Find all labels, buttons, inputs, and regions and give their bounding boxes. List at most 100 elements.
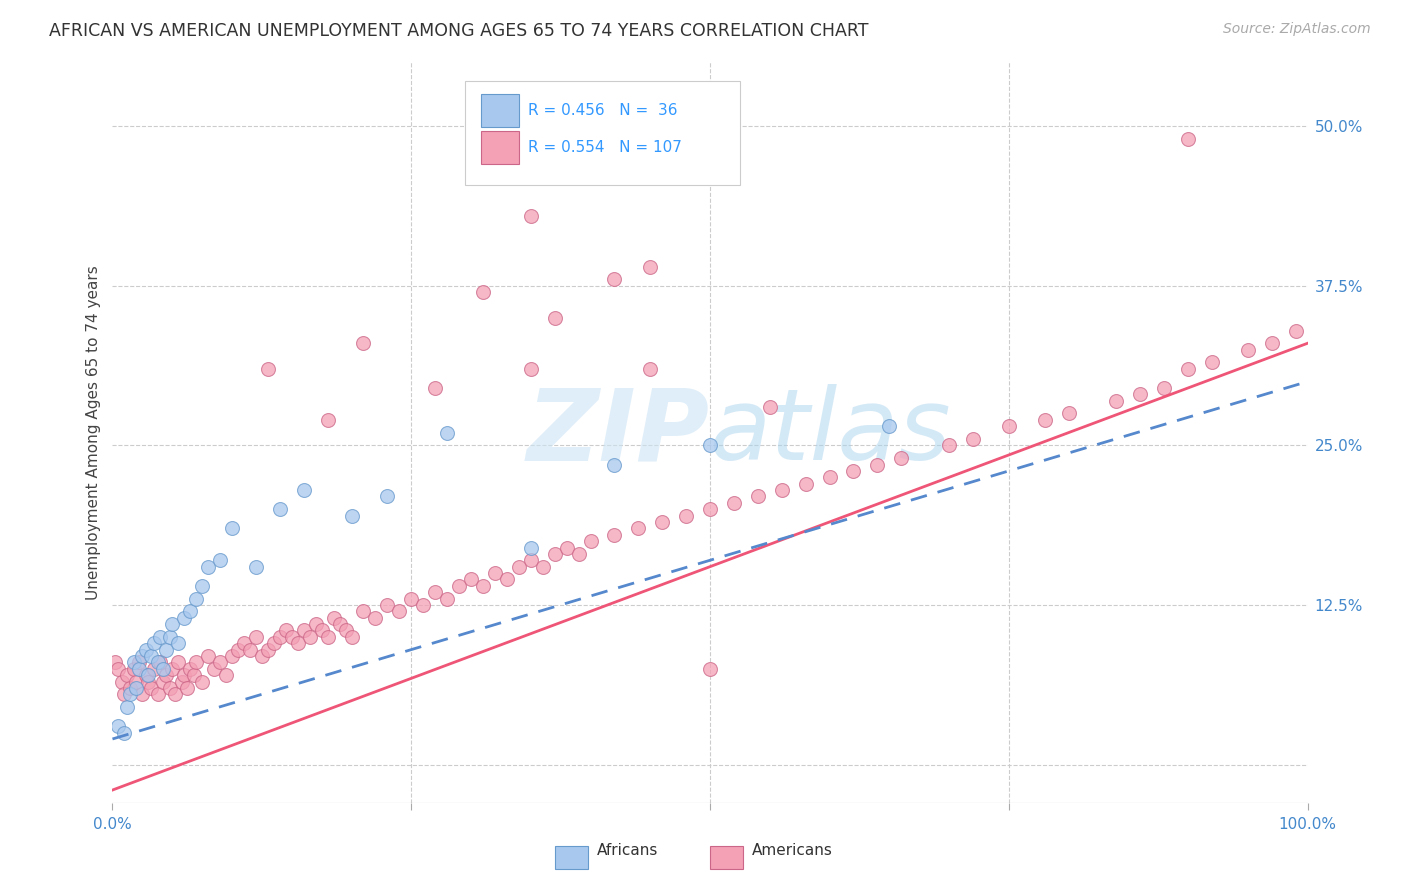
Point [640, 361, 662, 376]
Point [202, 662, 225, 676]
Point [115, 668, 138, 682]
Point [125, 674, 148, 689]
Point [340, 630, 363, 644]
Point [245, 559, 267, 574]
Point [138, 674, 160, 689]
Point [245, 630, 267, 644]
Text: atlas: atlas [710, 384, 952, 481]
Point [292, 483, 315, 497]
Point [377, 490, 399, 504]
Point [305, 617, 328, 632]
Point [173, 610, 195, 624]
Point [146, 687, 169, 701]
Point [221, 521, 243, 535]
Y-axis label: Unemployment Among Ages 65 to 74 years: Unemployment Among Ages 65 to 74 years [86, 265, 101, 600]
Point [1177, 361, 1199, 376]
FancyBboxPatch shape [481, 131, 519, 164]
Point [329, 617, 352, 632]
Point [167, 636, 190, 650]
Point [699, 438, 721, 452]
Point [186, 656, 208, 670]
Point [543, 310, 565, 325]
Point [122, 662, 145, 676]
Point [143, 636, 166, 650]
Point [794, 476, 817, 491]
Point [250, 648, 273, 663]
Point [425, 585, 447, 599]
Point [938, 438, 960, 452]
Point [579, 534, 602, 549]
Point [114, 687, 135, 701]
Point [472, 579, 495, 593]
Text: ZIP: ZIP [527, 384, 710, 481]
Point [138, 668, 160, 682]
Point [170, 674, 193, 689]
Point [508, 559, 530, 574]
Point [699, 662, 721, 676]
Point [263, 636, 285, 650]
Point [115, 700, 138, 714]
Point [352, 336, 374, 351]
Point [866, 458, 889, 472]
Point [197, 559, 219, 574]
Point [322, 610, 344, 624]
Point [316, 413, 339, 427]
Point [520, 541, 543, 555]
Point [257, 642, 280, 657]
Point [651, 515, 673, 529]
Point [1057, 407, 1080, 421]
Point [316, 630, 339, 644]
Point [167, 656, 190, 670]
Point [531, 559, 554, 574]
Text: Africans: Africans [596, 844, 658, 858]
Point [747, 490, 769, 504]
Point [159, 630, 181, 644]
Point [1153, 381, 1175, 395]
FancyBboxPatch shape [554, 846, 588, 870]
Point [436, 591, 458, 606]
Point [107, 662, 129, 676]
Point [162, 662, 183, 676]
Point [281, 630, 304, 644]
Point [335, 624, 357, 638]
Point [436, 425, 458, 440]
Text: R = 0.456   N =  36: R = 0.456 N = 36 [529, 103, 678, 118]
Point [120, 687, 142, 701]
Point [603, 527, 626, 541]
Point [603, 458, 626, 472]
Point [759, 400, 782, 414]
FancyBboxPatch shape [481, 94, 519, 128]
Point [162, 617, 183, 632]
Point [209, 553, 232, 567]
Point [699, 502, 721, 516]
Point [155, 642, 177, 657]
Point [179, 662, 201, 676]
FancyBboxPatch shape [465, 81, 740, 185]
Point [128, 662, 150, 676]
Point [520, 209, 543, 223]
Point [377, 598, 399, 612]
Point [197, 648, 219, 663]
Point [149, 656, 172, 670]
Point [287, 636, 309, 650]
Point [159, 681, 181, 695]
Point [496, 573, 519, 587]
Point [1105, 393, 1128, 408]
Point [520, 553, 543, 567]
Point [675, 508, 697, 523]
Point [388, 604, 411, 618]
Point [274, 624, 297, 638]
Point [472, 285, 495, 300]
Point [520, 361, 543, 376]
Point [770, 483, 793, 497]
Point [568, 547, 591, 561]
Point [1033, 413, 1056, 427]
Point [723, 496, 745, 510]
Point [543, 547, 565, 561]
Point [447, 579, 470, 593]
Point [298, 630, 321, 644]
Point [131, 648, 153, 663]
Text: Americans: Americans [752, 844, 832, 858]
Point [139, 648, 162, 663]
Point [135, 642, 157, 657]
